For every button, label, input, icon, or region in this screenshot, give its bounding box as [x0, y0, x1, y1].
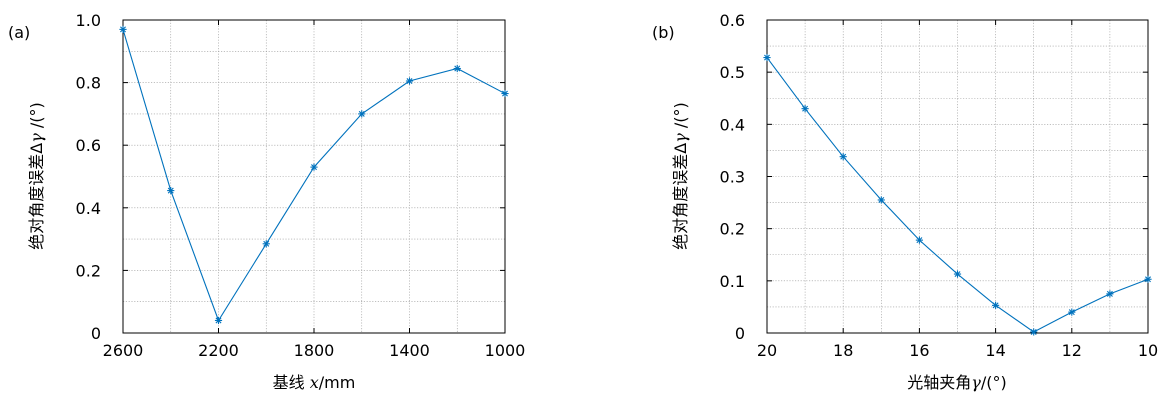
chart-a-data-point	[501, 89, 509, 98]
chart-a-data-point	[453, 64, 461, 73]
chart-a-data-point	[358, 110, 366, 118]
chart-b-x-axis-label-part: /(°)	[981, 373, 1007, 392]
chart-a-y-tick-label: 0	[91, 324, 101, 343]
chart-b-data-point	[801, 105, 809, 113]
chart-a-x-tick-label: 2200	[198, 341, 239, 360]
chart-a-y-tick-label: 0.4	[76, 199, 101, 218]
chart-b-x-tick-label: 10	[1138, 341, 1158, 360]
chart-a-x-axis-label-part: /mm	[319, 373, 356, 392]
chart-a-y-axis-label: 绝对角度误差Δγ /(°)	[27, 102, 46, 249]
chart-b-x-tick-label: 16	[909, 341, 929, 360]
chart-b-y-axis-label-part: γ	[671, 133, 690, 143]
chart-b-data-point	[763, 53, 771, 62]
chart-b-y-tick-label: 0.4	[720, 115, 745, 134]
chart-b-data-point	[1068, 308, 1076, 316]
chart-a-x-tick-label: 1800	[294, 341, 335, 360]
chart-a-x-axis-label-part: 基线	[273, 373, 310, 392]
chart-a-y-tick-label: 1.0	[76, 11, 101, 30]
chart-b-data-point	[1106, 290, 1114, 298]
chart-b-y-tick-label: 0.6	[720, 11, 745, 30]
chart-b-y-tick-label: 0.5	[720, 63, 745, 82]
chart-b-data-point	[1144, 275, 1152, 283]
chart-b-data-point	[915, 236, 924, 244]
chart-b-data-point	[839, 153, 847, 161]
chart-a-data-point	[405, 77, 414, 85]
chart-b: 20 18 16 14 12 1000.10.20.30.40.50.6(b)光轴夹角γ/…	[652, 11, 1158, 392]
chart-a-x-axis-label-part: x	[310, 373, 319, 392]
chart-a-data-point	[310, 163, 318, 171]
chart-b-x-tick-label: 14	[985, 341, 1005, 360]
chart-b-x-tick-label: 20	[757, 341, 777, 360]
chart-a-y-axis-label-part: /(°)	[27, 102, 46, 133]
chart-a-panel-label: (a)	[8, 23, 30, 42]
chart-b-x-tick-label: 12	[1062, 341, 1082, 360]
chart-a-x-tick-label: 1000	[485, 341, 526, 360]
chart-b-x-axis-label-part: 光轴夹角	[907, 373, 971, 392]
chart-a-y-tick-label: 0.8	[76, 74, 101, 93]
chart-b-x-tick-label: 18	[833, 341, 853, 360]
chart-a: 2600 2200 1800 1400 1000 0 0.2 0.4 0.6 0.8 1.0 (a) 基…	[8, 11, 525, 392]
chart-a-x-tick-label: 2600	[103, 341, 144, 360]
chart-a-x-axis-label: 基线 x/mm	[273, 373, 356, 392]
chart-b-y-tick-label: 0.2	[720, 220, 745, 239]
chart-b-x-axis-label: 光轴夹角γ/(°)	[907, 373, 1006, 392]
chart-a-data-point	[262, 240, 270, 248]
chart-a-data-point	[214, 316, 223, 325]
chart-b-y-axis-label-part: 绝对角度误差Δ	[671, 143, 690, 250]
chart-a-y-tick-label: 0.2	[76, 261, 101, 280]
chart-b-data-point	[991, 301, 1000, 309]
chart-b-data-point	[877, 196, 885, 204]
chart-a-x-tick-label: 1400	[389, 341, 430, 360]
chart-b-y-axis-label: 绝对角度误差Δγ /(°)	[671, 102, 690, 249]
chart-b-data-point	[953, 270, 962, 278]
chart-b-y-axis-label-part: /(°)	[671, 102, 690, 133]
chart-a-y-axis-label-part: 绝对角度误差Δ	[27, 143, 46, 250]
chart-a-data-point	[167, 186, 175, 195]
chart-b-y-tick-label: 0.3	[720, 168, 745, 187]
chart-b-data-point	[1030, 328, 1038, 336]
chart-a-y-tick-label: 0.6	[76, 136, 101, 155]
chart-a-y-axis-label-part: γ	[27, 133, 46, 143]
chart-a-data-point	[119, 25, 127, 33]
chart-b-panel-label: (b)	[652, 23, 675, 42]
chart-b-x-axis-label-part: γ	[971, 373, 981, 392]
chart-b-y-tick-label: 0	[735, 324, 745, 343]
chart-b-y-tick-label: 0.1	[720, 272, 745, 291]
